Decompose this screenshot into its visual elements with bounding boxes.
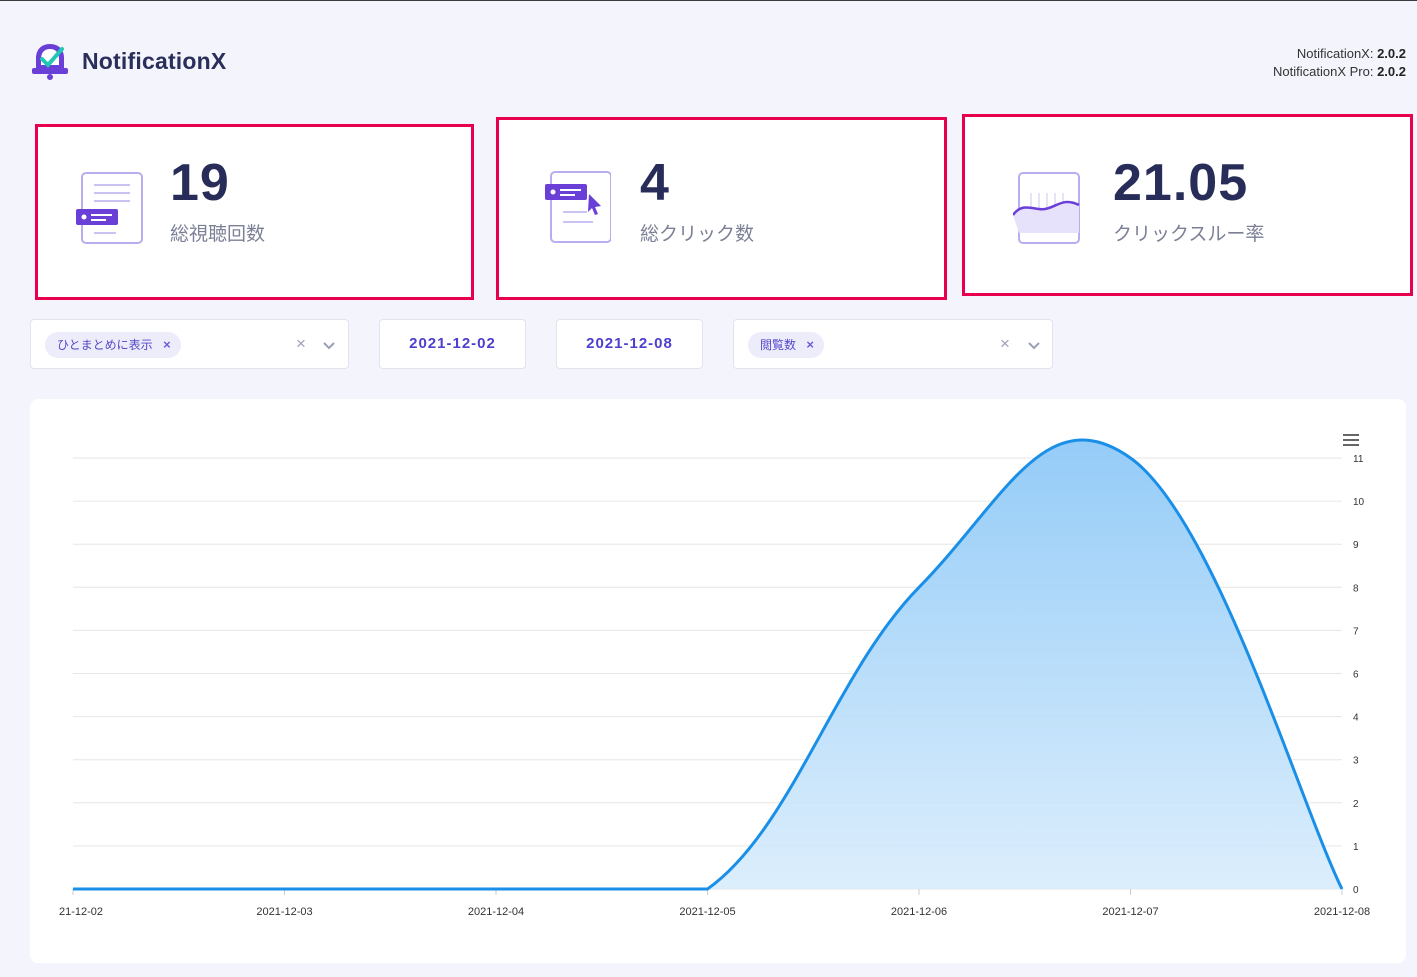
x-tick-label: 2021-12-06 [891,906,947,918]
y-tick-label: 1 [1353,842,1359,853]
y-tick-label: 11 [1353,454,1364,465]
pro-version-value: 2.0.2 [1377,64,1406,79]
series-line [73,438,1344,891]
area-chart: 0 1 2 3 4 6 7 8 9 10 11 21-12-02 2021-12-03 2021-12-0… [59,438,1370,918]
views-chart: 0 1 2 3 4 6 7 8 9 10 11 21-12-02 2021-12-03 2021-12-0… [30,399,1406,963]
total-clicks-value: 4 [640,154,670,212]
document-card-icon [76,172,143,244]
y-tick-label: 8 [1353,583,1359,594]
x-tick-label: 2021-12-04 [468,906,524,918]
tag-remove-icon[interactable]: × [806,337,815,352]
chevron-down-icon[interactable] [323,337,335,353]
series-area [73,439,1342,889]
notification-tag: ひとまとめに表示 × [45,332,181,358]
y-tick-label: 6 [1353,670,1359,681]
metric-tag-label: 閲覧数 [760,338,797,352]
version-label: NotificationX: [1296,46,1374,61]
chart-menu-icon[interactable] [1343,434,1359,448]
total-clicks-label: 総クリック数 [640,224,755,245]
version-info: NotificationX: 2.0.2 NotificationX Pro: … [1273,45,1406,81]
y-tick-label: 0 [1353,885,1359,896]
version-value: 2.0.2 [1377,46,1406,61]
metric-tag: 閲覧数 × [748,332,825,358]
logo[interactable]: NotificationX [30,41,226,81]
y-tick-label: 10 [1353,497,1365,508]
metric-select[interactable]: 閲覧数 × × [733,319,1053,369]
total-views-value: 19 [170,154,230,212]
ctr-value: 21.05 [1113,154,1249,212]
clear-icon[interactable]: × [1000,334,1010,353]
y-tick-label: 3 [1353,756,1359,767]
notification-tag-label: ひとまとめに表示 [57,338,153,352]
x-tick-label: 2021-12-07 [1102,906,1158,918]
y-tick-label: 9 [1353,540,1359,551]
stat-card-clicks: 4 総クリック数 [496,117,947,300]
notificationx-logo-icon [32,44,68,80]
notification-select[interactable]: ひとまとめに表示 × × [30,319,349,369]
clear-icon[interactable]: × [296,334,306,353]
x-tick-label: 2021-12-05 [679,906,735,918]
start-date-input[interactable]: 2021-12-02 [379,319,526,369]
wave-chart-icon [1013,172,1080,244]
y-tick-label: 4 [1353,713,1359,724]
y-tick-label: 7 [1353,626,1359,637]
y-tick-label: 2 [1353,799,1359,810]
x-tick-label: 2021-12-08 [1314,906,1370,918]
total-views-label: 総視聴回数 [170,224,266,245]
x-tick-label: 21-12-02 [59,906,103,918]
tag-remove-icon[interactable]: × [163,337,171,352]
ctr-label: クリックスルー率 [1113,224,1265,245]
chevron-down-icon[interactable] [1028,337,1040,353]
stat-card-views: 19 総視聴回数 [35,124,474,300]
pro-version-label: NotificationX Pro: [1273,64,1374,79]
x-tick-label: 2021-12-03 [256,906,312,918]
document-click-icon [545,171,611,243]
stat-card-ctr: 21.05 クリックスルー率 [962,114,1413,296]
page-header: NotificationX NotificationX: 2.0.2 Notif… [30,41,1406,85]
logo-text: NotificationX [82,47,227,74]
end-date-input[interactable]: 2021-12-08 [556,319,703,369]
